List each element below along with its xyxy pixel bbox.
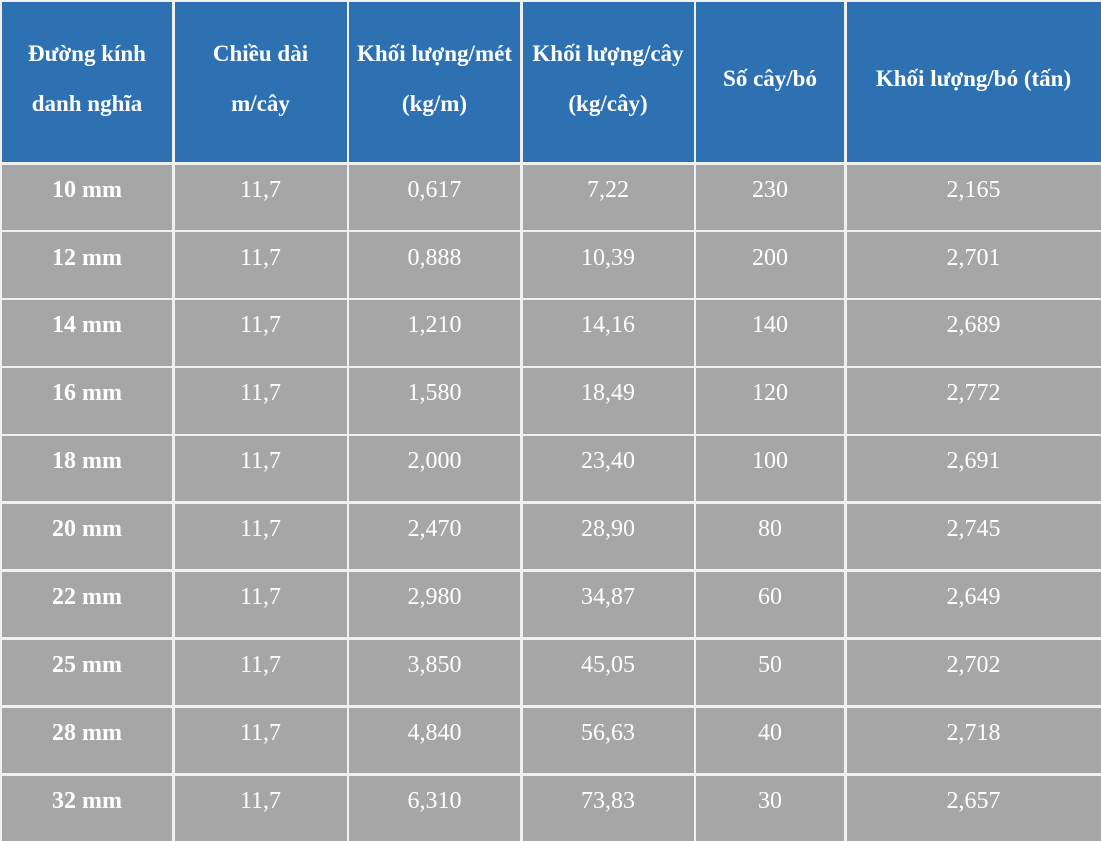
row-header-cell: 16 mm <box>2 368 172 434</box>
table-cell: 45,05 <box>522 639 694 706</box>
row-header-cell: 20 mm <box>2 503 172 570</box>
table-cell: 34,87 <box>522 571 694 638</box>
table-cell: 2,165 <box>846 164 1101 230</box>
table-cell: 28,90 <box>522 503 694 570</box>
table-cell: 56,63 <box>522 707 694 774</box>
table-cell: 0,888 <box>349 232 520 298</box>
column-header: Khối lượng/mét (kg/m) <box>349 2 520 162</box>
table-cell: 11,7 <box>174 164 347 230</box>
row-header-cell: 12 mm <box>2 232 172 298</box>
table-cell: 73,83 <box>522 775 694 841</box>
table-cell: 2,718 <box>846 707 1101 774</box>
row-header-cell: 18 mm <box>2 436 172 502</box>
row-header-cell: 25 mm <box>2 639 172 706</box>
table-cell: 2,980 <box>349 571 520 638</box>
table-cell: 30 <box>696 775 844 841</box>
table-cell: 11,7 <box>174 571 347 638</box>
table-cell: 1,210 <box>349 300 520 366</box>
table-cell: 80 <box>696 503 844 570</box>
table-cell: 2,745 <box>846 503 1101 570</box>
column-header: Chiều dài m/cây <box>174 2 347 162</box>
table-cell: 2,701 <box>846 232 1101 298</box>
row-header-cell: 10 mm <box>2 164 172 230</box>
table-cell: 11,7 <box>174 503 347 570</box>
table-cell: 2,772 <box>846 368 1101 434</box>
column-header: Khối lượng/bó (tấn) <box>846 2 1101 162</box>
column-header: Đường kính danh nghĩa <box>2 2 172 162</box>
table-cell: 4,840 <box>349 707 520 774</box>
table-cell: 200 <box>696 232 844 298</box>
table-cell: 2,691 <box>846 436 1101 502</box>
column-header: Số cây/bó <box>696 2 844 162</box>
table-cell: 7,22 <box>522 164 694 230</box>
column-header: Khối lượng/cây (kg/cây) <box>522 2 694 162</box>
table-cell: 100 <box>696 436 844 502</box>
table-cell: 40 <box>696 707 844 774</box>
table-cell: 140 <box>696 300 844 366</box>
table-cell: 23,40 <box>522 436 694 502</box>
table-cell: 2,689 <box>846 300 1101 366</box>
table-cell: 18,49 <box>522 368 694 434</box>
table-cell: 0,617 <box>349 164 520 230</box>
row-header-cell: 14 mm <box>2 300 172 366</box>
table-cell: 10,39 <box>522 232 694 298</box>
table-cell: 120 <box>696 368 844 434</box>
table-cell: 11,7 <box>174 300 347 366</box>
table-cell: 11,7 <box>174 232 347 298</box>
table-cell: 230 <box>696 164 844 230</box>
table-cell: 3,850 <box>349 639 520 706</box>
table-cell: 1,580 <box>349 368 520 434</box>
table-cell: 6,310 <box>349 775 520 841</box>
table-cell: 11,7 <box>174 436 347 502</box>
table-cell: 60 <box>696 571 844 638</box>
table-cell: 11,7 <box>174 707 347 774</box>
table-cell: 2,649 <box>846 571 1101 638</box>
row-header-cell: 32 mm <box>2 775 172 841</box>
table-cell: 11,7 <box>174 368 347 434</box>
row-header-cell: 22 mm <box>2 571 172 638</box>
table-cell: 2,657 <box>846 775 1101 841</box>
table-cell: 2,702 <box>846 639 1101 706</box>
table-cell: 11,7 <box>174 639 347 706</box>
table-cell: 2,470 <box>349 503 520 570</box>
table-cell: 2,000 <box>349 436 520 502</box>
table-cell: 50 <box>696 639 844 706</box>
table-cell: 11,7 <box>174 775 347 841</box>
row-header-cell: 28 mm <box>2 707 172 774</box>
table-cell: 14,16 <box>522 300 694 366</box>
